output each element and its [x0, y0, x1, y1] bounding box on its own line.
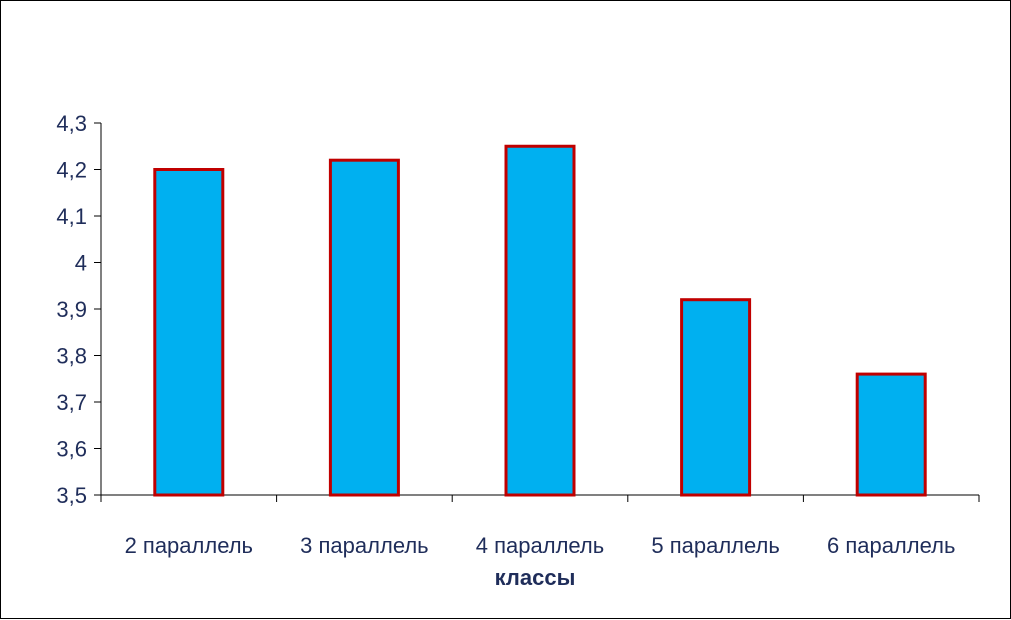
y-tick-label: 3,8: [56, 344, 87, 369]
x-tick-label: 2 параллель: [125, 533, 253, 558]
y-tick-label: 4,2: [56, 158, 87, 183]
bar: [855, 372, 927, 497]
bar: [328, 158, 400, 497]
y-axis: 3,5 3,6 3,7 3,8 3,9 4 4,1 4,2 4,3: [56, 111, 102, 508]
x-tick-label: 5 параллель: [651, 533, 779, 558]
y-tick-label: 4,3: [56, 111, 87, 136]
bar: [504, 144, 576, 497]
bar: [680, 298, 752, 497]
bars: [153, 144, 927, 497]
x-tick-label: 6 параллель: [827, 533, 955, 558]
x-tick-label: 4 параллель: [476, 533, 604, 558]
x-tick-label: 3 параллель: [300, 533, 428, 558]
y-tick-label: 3,5: [56, 483, 87, 508]
x-axis-title: классы: [495, 565, 576, 590]
y-tick-label: 4: [75, 251, 87, 276]
y-tick-label: 3,6: [56, 437, 87, 462]
y-tick-label: 3,9: [56, 297, 87, 322]
y-tick-label: 4,1: [56, 204, 87, 229]
y-tick-label: 3,7: [56, 390, 87, 415]
bar: [153, 168, 225, 497]
category-labels: 2 параллель 3 параллель 4 параллель 5 парал…: [125, 533, 956, 558]
